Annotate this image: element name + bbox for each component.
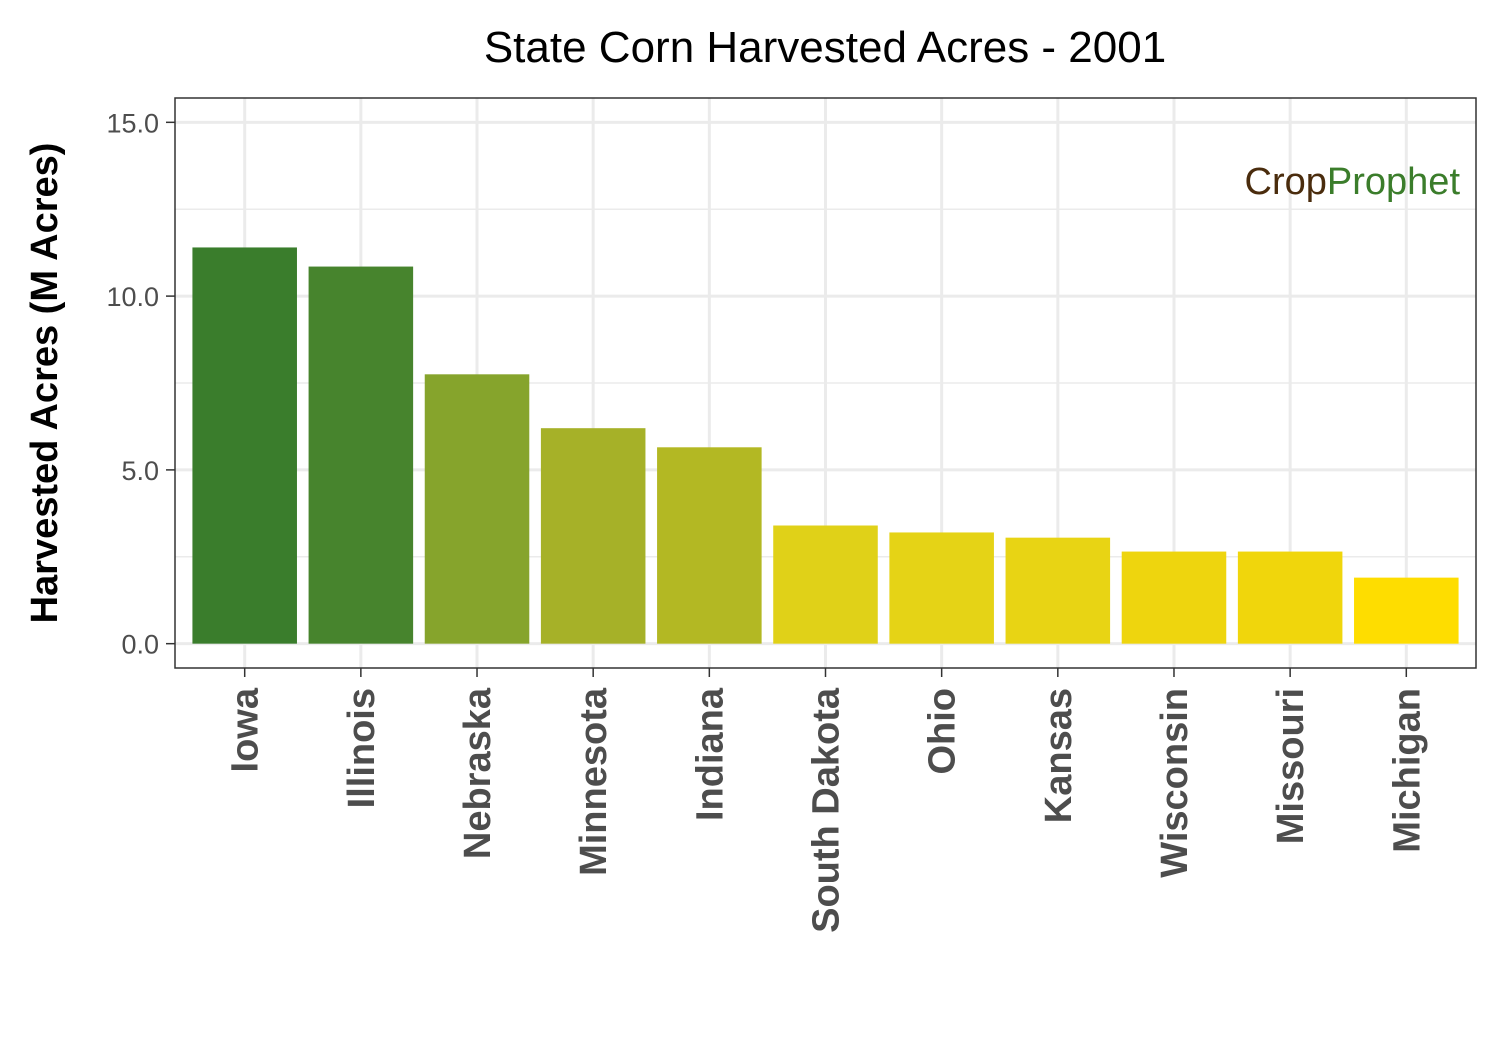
logo-o-letter: o [1285,161,1306,203]
y-tick-label: 5.0 [121,456,159,486]
x-tick-label: Michigan [1386,688,1428,853]
y-axis-label: Harvested Acres (M Acres) [24,143,66,624]
x-tick-label: Minnesota [573,687,615,876]
bar-illinois [308,266,414,644]
bar-wisconsin [1121,551,1227,644]
x-tick-label: South Dakota [806,687,848,933]
svg-text:CropProphet: CropProphet [1245,161,1461,203]
bar-nebraska [424,374,530,644]
y-axis: 0.0 5.0 10.0 15.0 [106,108,175,660]
x-tick-label: Indiana [689,687,731,821]
bar-indiana [657,447,762,644]
x-tick-label: Ohio [922,688,964,775]
x-tick-label: Nebraska [457,687,499,859]
logo-p-letter: p [1306,161,1327,203]
bar-minnesota [540,428,646,644]
x-tick-label: Illinois [341,688,383,808]
bar-missouri [1237,551,1343,644]
bars [192,247,1459,644]
x-tick-label: Wisconsin [1154,688,1196,878]
bar-ohio [889,532,994,644]
bar-iowa [192,247,297,644]
x-axis: Iowa Illinois Nebraska Minnesota Indiana Sout… [225,668,1428,933]
x-tick-label: Missouri [1270,688,1312,844]
watermark-logo: CropProphet [1245,161,1461,203]
bar-kansas [1005,537,1111,644]
logo-prophet-text: Prophet [1327,161,1461,203]
y-tick-label: 10.0 [106,282,159,312]
x-tick-label: Iowa [225,687,267,772]
chart-title: State Corn Harvested Acres - 2001 [484,23,1166,72]
bar-south-dakota [773,525,878,644]
x-tick-label: Kansas [1038,688,1080,823]
y-tick-label: 0.0 [121,630,159,660]
y-tick-label: 15.0 [106,108,159,138]
bar-michigan [1354,577,1459,644]
logo-crop-text: Cr [1245,161,1285,203]
